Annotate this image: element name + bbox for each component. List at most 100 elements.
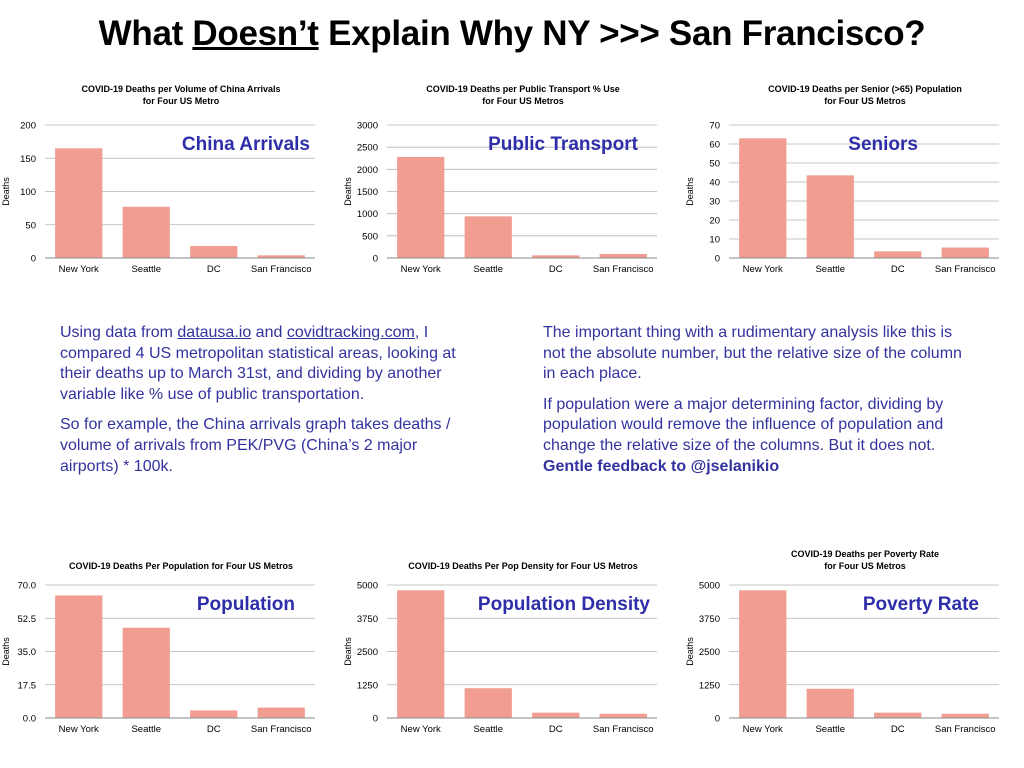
y-tick-label: 2500 <box>357 647 378 658</box>
x-category-label: New York <box>743 724 783 735</box>
x-category-label: New York <box>59 264 99 275</box>
y-tick-label: 52.5 <box>18 614 37 625</box>
left-paragraph-1: Using data from datausa.io and covidtrac… <box>60 324 456 403</box>
y-tick-label: 0.0 <box>23 714 36 725</box>
chart-overlay-label: Seniors <box>848 134 918 155</box>
x-category-label: DC <box>207 264 221 275</box>
chart-population-density: COVID-19 Deaths Per Pop Density for Four… <box>343 561 657 735</box>
y-tick-label: 30 <box>709 197 720 208</box>
title-prefix: What <box>98 14 193 53</box>
left-paragraph-2: So for example, the China arrivals graph… <box>60 416 451 475</box>
y-tick-label: 0 <box>715 714 720 725</box>
x-category-label: New York <box>743 264 783 275</box>
y-tick-label: 17.5 <box>18 680 37 691</box>
y-tick-label: 1250 <box>699 680 720 691</box>
y-axis-label: Deaths <box>685 637 695 666</box>
bar-seattle <box>806 688 854 718</box>
bar-dc <box>874 712 922 718</box>
covidtracking-link[interactable]: covidtracking.com <box>286 324 415 341</box>
y-axis-label: Deaths <box>1 177 11 206</box>
chart-title-line: COVID-19 Deaths Per Pop Density for Four… <box>408 561 638 571</box>
x-category-label: San Francisco <box>251 264 312 275</box>
feedback-handle: Gentle feedback to @jselanikio <box>543 457 780 475</box>
bar-new-york <box>397 156 445 258</box>
y-tick-label: 5000 <box>357 581 378 592</box>
chart-title-line: for Four US Metros <box>824 96 906 106</box>
x-category-label: Seattle <box>473 264 503 275</box>
bar-seattle <box>122 206 170 258</box>
y-tick-label: 150 <box>20 154 36 165</box>
x-category-label: San Francisco <box>593 264 654 275</box>
bar-san-francisco <box>941 247 989 258</box>
chart-title-line: COVID-19 Deaths per Volume of China Arri… <box>81 84 280 94</box>
y-tick-label: 0 <box>373 714 378 725</box>
x-category-label: New York <box>401 264 441 275</box>
y-tick-label: 70.0 <box>18 581 37 592</box>
y-tick-label: 200 <box>20 121 36 132</box>
y-tick-label: 50 <box>709 159 720 170</box>
bar-san-francisco <box>257 255 305 258</box>
y-tick-label: 3750 <box>699 614 720 625</box>
right-paragraph-1: The important thing with a rudimentary a… <box>543 324 962 383</box>
chart-china-arrivals: COVID-19 Deaths per Volume of China Arri… <box>1 84 315 275</box>
x-category-label: San Francisco <box>251 724 312 735</box>
y-tick-label: 0 <box>715 254 720 265</box>
chart-poverty-rate: COVID-19 Deaths per Poverty Rate for Four… <box>685 549 999 735</box>
chart-title-line: for Four US Metro <box>143 96 220 106</box>
bar-san-francisco <box>599 713 647 718</box>
y-tick-label: 2000 <box>357 165 378 176</box>
chart-overlay-label: Population Density <box>478 594 651 615</box>
y-tick-label: 3000 <box>357 121 378 132</box>
x-category-label: Seattle <box>131 724 161 735</box>
y-tick-label: 2500 <box>357 143 378 154</box>
page-title: What Doesn’t Explain Why NY >>> San Fran… <box>0 14 1024 54</box>
bar-dc <box>190 246 238 258</box>
bar-seattle <box>806 175 854 258</box>
y-axis-label: Deaths <box>685 177 695 206</box>
x-category-label: San Francisco <box>935 724 996 735</box>
chart-title-line: for Four US Metros <box>482 96 564 106</box>
x-category-label: New York <box>59 724 99 735</box>
chart-overlay-label: Poverty Rate <box>863 594 979 615</box>
x-category-label: DC <box>549 724 563 735</box>
y-tick-label: 50 <box>25 220 36 231</box>
bar-dc <box>190 710 238 718</box>
chart-seniors: COVID-19 Deaths per Senior (>65) Populat… <box>685 84 999 275</box>
y-tick-label: 70 <box>709 121 720 132</box>
y-tick-label: 0 <box>31 254 36 265</box>
x-category-label: Seattle <box>131 264 161 275</box>
y-tick-label: 60 <box>709 140 720 151</box>
right-text-block: The important thing with a rudimentary a… <box>543 323 968 477</box>
y-axis-label: Deaths <box>1 637 11 666</box>
bar-dc <box>874 251 922 258</box>
y-tick-label: 3750 <box>357 614 378 625</box>
x-category-label: Seattle <box>473 724 503 735</box>
y-tick-label: 20 <box>709 216 720 227</box>
chart-title-line: COVID-19 Deaths per Senior (>65) Populat… <box>768 84 962 94</box>
y-tick-label: 0 <box>373 254 378 265</box>
y-tick-label: 5000 <box>699 581 720 592</box>
title-underlined: Doesn’t <box>192 14 319 53</box>
bar-new-york <box>739 138 787 258</box>
bar-new-york <box>397 590 445 718</box>
x-category-label: DC <box>207 724 221 735</box>
y-tick-label: 100 <box>20 187 36 198</box>
bar-dc <box>532 255 580 258</box>
datausa-link[interactable]: datausa.io <box>177 324 252 341</box>
x-category-label: New York <box>401 724 441 735</box>
y-tick-label: 1250 <box>357 680 378 691</box>
chart-title-line: COVID-19 Deaths Per Population for Four … <box>69 561 293 571</box>
chart-title-line: COVID-19 Deaths per Poverty Rate <box>791 549 939 559</box>
x-category-label: DC <box>549 264 563 275</box>
x-category-label: Seattle <box>815 724 845 735</box>
chart-overlay-label: Population <box>197 594 295 615</box>
y-tick-label: 35.0 <box>18 647 37 658</box>
bar-seattle <box>464 216 512 258</box>
bar-new-york <box>739 590 787 718</box>
y-tick-label: 1500 <box>357 187 378 198</box>
chart-title-line: for Four US Metros <box>824 561 906 571</box>
bar-san-francisco <box>599 254 647 258</box>
title-suffix: Explain Why NY >>> San Francisco? <box>318 14 926 53</box>
y-axis-label: Deaths <box>343 637 353 666</box>
y-tick-label: 2500 <box>699 647 720 658</box>
